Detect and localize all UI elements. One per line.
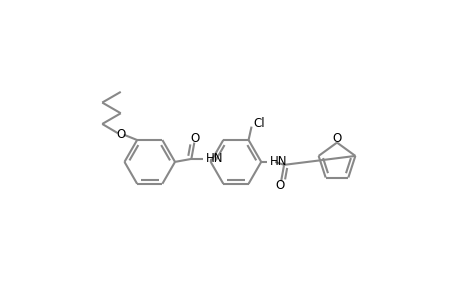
Text: HN: HN [206,152,223,165]
Text: HN: HN [269,155,287,168]
Text: O: O [274,179,284,192]
Text: O: O [332,132,341,145]
Text: O: O [116,128,125,141]
Text: Cl: Cl [252,117,264,130]
Text: O: O [190,132,199,145]
